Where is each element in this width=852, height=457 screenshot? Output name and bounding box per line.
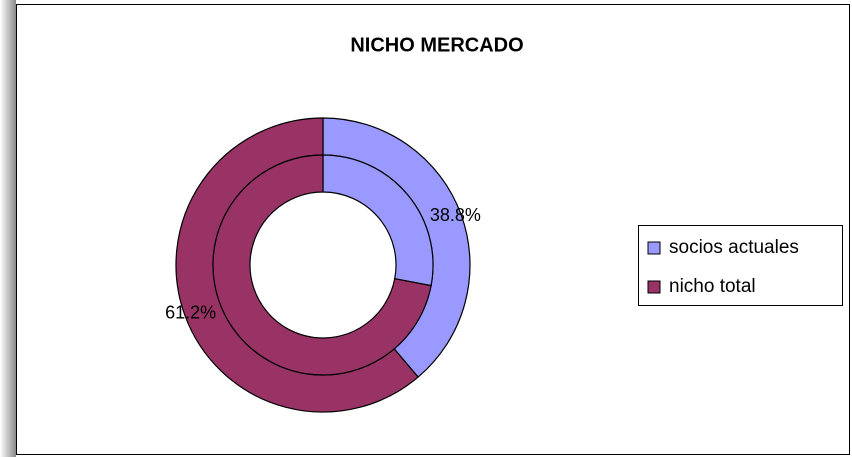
- chart-title: NICHO MERCADO: [350, 34, 523, 56]
- frame-edge: [0, 0, 16, 457]
- legend-label: nicho total: [669, 276, 756, 297]
- data-label: 38.8%: [430, 205, 481, 225]
- doughnut-segment: [212, 154, 432, 376]
- data-label: 61.2%: [165, 302, 216, 322]
- legend-label: socios actuales: [669, 237, 799, 258]
- legend: [638, 225, 843, 306]
- legend-swatch: [647, 280, 661, 294]
- legend-swatch: [647, 241, 661, 255]
